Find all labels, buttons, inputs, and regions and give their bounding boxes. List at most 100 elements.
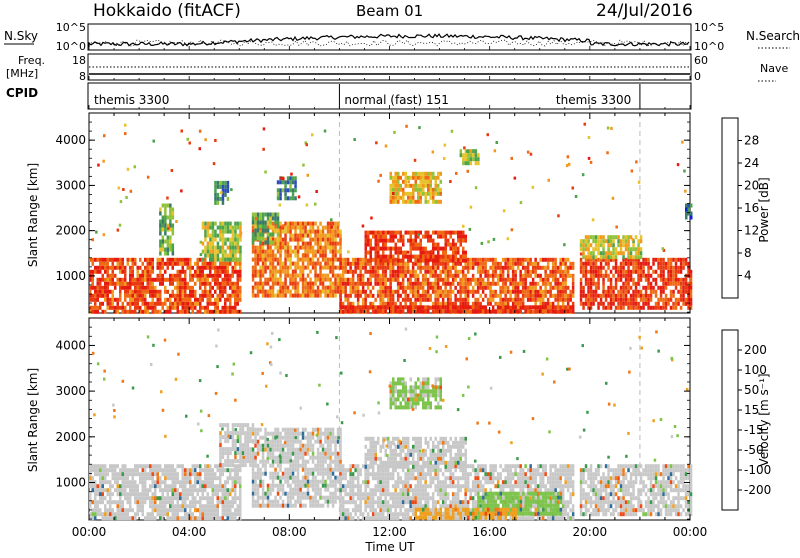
data-cell xyxy=(652,262,655,266)
data-cell xyxy=(192,286,195,290)
data-cell xyxy=(319,254,322,258)
data-cell xyxy=(539,278,542,282)
data-cell xyxy=(159,252,162,256)
data-cell xyxy=(184,310,187,314)
data-cell xyxy=(232,254,235,258)
data-cell xyxy=(612,286,615,290)
data-cell xyxy=(137,282,140,286)
data-cell xyxy=(94,492,97,496)
data-cell xyxy=(427,282,430,286)
data-cell xyxy=(112,476,115,480)
data-cell xyxy=(389,286,392,290)
data-cell xyxy=(415,172,418,176)
data-cell xyxy=(109,306,112,310)
data-cell xyxy=(445,243,448,247)
data-cell xyxy=(144,258,147,262)
data-cell xyxy=(449,310,452,314)
data-cell xyxy=(172,492,175,496)
data-cell xyxy=(319,262,322,266)
data-cell xyxy=(317,234,320,238)
data-cell xyxy=(297,242,300,246)
data-cell xyxy=(232,504,235,508)
data-cell xyxy=(517,266,520,270)
data-cell xyxy=(224,290,227,294)
data-cell xyxy=(147,176,150,179)
data-cell xyxy=(227,185,230,189)
data-cell xyxy=(267,237,270,241)
data-cell xyxy=(97,492,100,496)
data-cell xyxy=(440,231,443,235)
data-cell xyxy=(362,290,365,294)
data-cell xyxy=(219,500,222,504)
data-cell xyxy=(107,258,110,262)
data-cell xyxy=(542,309,545,313)
data-cell xyxy=(597,258,600,262)
data-cell xyxy=(292,180,295,184)
data-cell xyxy=(375,239,378,243)
data-cell xyxy=(217,512,220,516)
data-cell xyxy=(152,266,155,270)
data-cell xyxy=(389,278,392,282)
data-cell xyxy=(492,274,495,278)
data-cell xyxy=(252,233,255,237)
data-cell xyxy=(432,310,435,314)
data-cell xyxy=(264,229,267,233)
data-cell xyxy=(337,266,340,270)
data-cell xyxy=(179,302,182,306)
data-cell xyxy=(209,238,212,242)
data-cell xyxy=(279,278,282,282)
data-cell xyxy=(147,258,150,262)
data-cell xyxy=(677,270,680,274)
data-cell xyxy=(269,254,272,258)
data-cell xyxy=(324,258,327,262)
data-cell xyxy=(412,239,415,243)
data-cell xyxy=(269,452,272,456)
data-cell xyxy=(287,250,290,254)
data-cell xyxy=(297,246,300,250)
data-cell xyxy=(284,234,287,238)
data-cell xyxy=(274,258,277,262)
data-cell xyxy=(497,309,500,313)
data-cell xyxy=(362,278,365,282)
data-cell xyxy=(647,274,650,278)
data-cell xyxy=(259,233,262,237)
data-cell xyxy=(580,239,583,243)
data-cell xyxy=(94,270,97,274)
data-cell xyxy=(154,508,157,512)
data-cell xyxy=(299,278,302,282)
data-cell xyxy=(564,298,567,302)
data-cell xyxy=(645,286,648,290)
data-cell xyxy=(412,274,415,278)
data-cell xyxy=(232,463,235,467)
data-cell xyxy=(395,247,398,251)
data-cell xyxy=(152,496,155,500)
data-cell xyxy=(407,180,410,183)
data-cell xyxy=(572,290,575,294)
data-cell xyxy=(327,242,330,246)
data-cell xyxy=(587,302,590,306)
data-cell xyxy=(139,282,142,286)
data-cell xyxy=(590,270,593,274)
data-cell xyxy=(512,262,515,266)
data-cell xyxy=(212,294,215,298)
data-cell xyxy=(635,282,638,286)
data-cell xyxy=(194,302,197,306)
data-cell xyxy=(187,258,190,262)
data-cell xyxy=(127,286,130,290)
data-cell xyxy=(164,216,167,220)
data-cell xyxy=(442,247,445,251)
data-cell xyxy=(384,266,387,270)
data-cell xyxy=(304,230,307,234)
data-cell xyxy=(147,282,150,286)
data-cell xyxy=(665,298,668,302)
data-cell xyxy=(299,270,302,274)
data-cell xyxy=(662,286,665,290)
data-cell xyxy=(544,282,547,286)
data-cell xyxy=(262,246,265,250)
data-cell xyxy=(298,195,301,198)
data-cell xyxy=(469,278,472,282)
data-cell xyxy=(264,432,267,436)
data-cell xyxy=(509,278,512,282)
data-cell xyxy=(602,290,605,294)
data-cell xyxy=(112,508,115,512)
